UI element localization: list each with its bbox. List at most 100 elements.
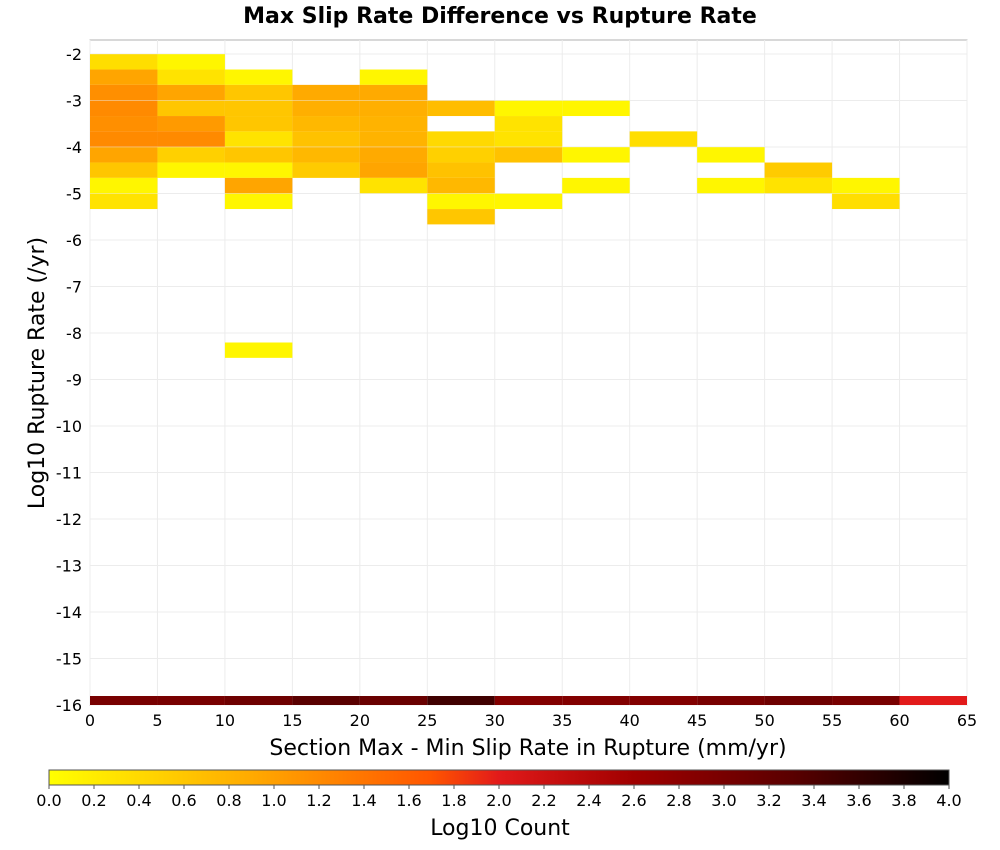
heatmap-cell — [90, 131, 158, 147]
x-tick-label: 30 — [485, 711, 505, 730]
colorbar-tick-label: 2.4 — [576, 791, 601, 810]
heatmap-cell — [157, 54, 225, 70]
x-axis-ticks: 0 5 10 15 20 25 30 35 40 45 50 55 60 65 — [85, 711, 977, 730]
x-tick-label: 55 — [822, 711, 842, 730]
colorbar-tick-label: 1.8 — [441, 791, 466, 810]
colorbar-tick-label: 4.0 — [936, 791, 961, 810]
heatmap-cell — [764, 162, 833, 178]
colorbar-tick-label: 0.8 — [216, 791, 241, 810]
heatmap-cell — [629, 131, 698, 147]
heatmap-cell — [90, 177, 158, 194]
heatmap-cell — [224, 84, 293, 101]
heatmap-cell — [427, 177, 495, 194]
colorbar-tick-label: 3.2 — [756, 791, 781, 810]
y-tick-label: -11 — [56, 463, 82, 482]
heatmap-cell — [359, 69, 428, 85]
colorbar-tick-label: 3.8 — [891, 791, 916, 810]
colorbar-ticks: 0.0 0.2 0.4 0.6 0.8 1.0 1.2 1.4 1.6 1.8 2.0 2.2 2.4 2… — [36, 785, 962, 810]
heatmap-cell — [90, 162, 158, 178]
heatmap-cell — [292, 100, 360, 117]
heatmap-cell — [157, 69, 225, 85]
colorbar — [48, 769, 950, 786]
x-tick-label: 5 — [152, 711, 162, 730]
y-tick-label: -13 — [56, 556, 82, 575]
heatmap-cell — [224, 193, 293, 210]
heatmap-cell — [292, 131, 360, 147]
heatmap-cell — [427, 100, 495, 117]
heatmap-cell — [157, 147, 225, 163]
heatmap-cell — [494, 116, 563, 132]
colorbar-tick-label: 1.4 — [351, 791, 376, 810]
baseline-cell — [562, 696, 630, 705]
y-tick-label: -3 — [66, 91, 82, 110]
heatmap-cell — [90, 193, 158, 210]
heatmap-cell — [157, 131, 225, 147]
heatmap-cell — [224, 162, 293, 178]
y-tick-label: -6 — [66, 231, 82, 250]
baseline-cell — [427, 696, 495, 705]
y-tick-label: -2 — [66, 45, 82, 64]
heatmap-cell — [292, 162, 360, 178]
x-tick-label: 45 — [687, 711, 707, 730]
heatmap-cell — [90, 54, 158, 70]
heatmap-cell — [562, 100, 630, 117]
y-tick-label: -7 — [66, 277, 82, 296]
heatmap-cell — [157, 100, 225, 117]
heatmap-cell — [90, 84, 158, 101]
colorbar-tick-label: 2.2 — [531, 791, 556, 810]
heatmap-cell — [562, 177, 630, 194]
x-tick-label: 15 — [282, 711, 302, 730]
heatmap-cell — [224, 177, 293, 194]
heatmap-cell — [494, 193, 563, 210]
heatmap-cell — [359, 131, 428, 147]
heatmap-cell — [427, 193, 495, 210]
y-tick-label: -12 — [56, 510, 82, 529]
heatmap-cell — [224, 116, 293, 132]
heatmap-cell — [90, 69, 158, 85]
y-tick-label: -14 — [56, 603, 82, 622]
baseline-cell — [224, 696, 293, 705]
heatmap-cell — [157, 84, 225, 101]
heatmap-cell — [224, 147, 293, 163]
colorbar-tick-label: 0.4 — [126, 791, 151, 810]
baseline-cell — [697, 696, 765, 705]
x-tick-label: 40 — [620, 711, 640, 730]
y-tick-label: -5 — [66, 184, 82, 203]
chart-title: Max Slip Rate Difference vs Rupture Rate — [243, 4, 757, 29]
baseline-cell — [292, 696, 360, 705]
colorbar-tick-label: 2.0 — [486, 791, 511, 810]
colorbar-tick-label: 1.2 — [306, 791, 331, 810]
heatmap-cell — [427, 131, 495, 147]
x-tick-label: 10 — [215, 711, 235, 730]
x-tick-label: 60 — [889, 711, 909, 730]
y-axis-label: Log10 Rupture Rate (/yr) — [25, 237, 50, 509]
baseline-cell — [359, 696, 428, 705]
heatmap-cell — [359, 162, 428, 178]
y-tick-label: -8 — [66, 324, 82, 343]
x-axis-label: Section Max - Min Slip Rate in Rupture (… — [269, 736, 786, 761]
x-tick-label: 50 — [754, 711, 774, 730]
x-tick-label: 20 — [350, 711, 370, 730]
baseline-cell — [832, 696, 900, 705]
colorbar-tick-label: 3.4 — [801, 791, 826, 810]
colorbar-tick-label: 3.6 — [846, 791, 871, 810]
baseline-cell — [494, 696, 563, 705]
x-tick-label: 0 — [85, 711, 95, 730]
x-tick-label: 35 — [552, 711, 572, 730]
heatmap-cell — [292, 116, 360, 132]
heatmap-cell — [427, 162, 495, 178]
heatmap-cell — [697, 147, 765, 163]
baseline-cell — [629, 696, 698, 705]
colorbar-tick-label: 0.6 — [171, 791, 196, 810]
heatmap-cell — [224, 100, 293, 117]
colorbar-tick-label: 0.2 — [81, 791, 106, 810]
heatmap-cell — [157, 116, 225, 132]
baseline-cell — [157, 696, 225, 705]
baseline-cell — [899, 696, 967, 705]
heatmap-cell — [224, 131, 293, 147]
colorbar-tick-label: 2.6 — [621, 791, 646, 810]
baseline-cell — [764, 696, 833, 705]
colorbar-label: Log10 Count — [430, 816, 570, 841]
heatmap-cell — [832, 177, 900, 194]
